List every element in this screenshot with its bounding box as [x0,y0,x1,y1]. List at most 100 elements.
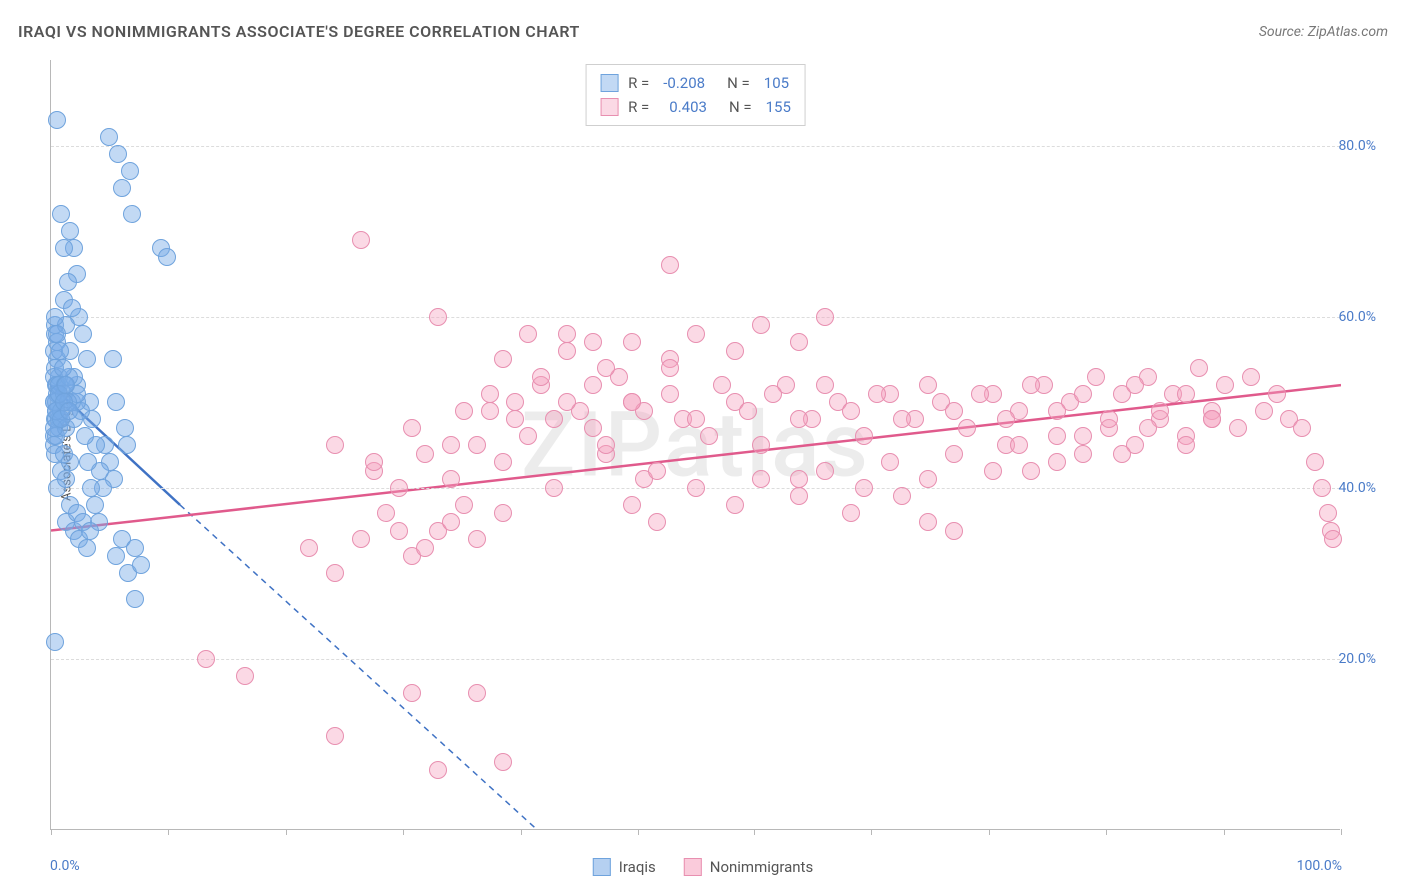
gridline [51,659,1340,660]
nonimmigrants-marker [984,462,1002,480]
nonimmigrants-marker [687,325,705,343]
nonimmigrants-marker [790,470,808,488]
nonimmigrants-marker [623,496,641,514]
nonimmigrants-marker [1048,402,1066,420]
nonimmigrants-marker [597,359,615,377]
nonimmigrants-marker [713,376,731,394]
iraqis-marker [132,556,150,574]
nonimmigrants-marker [390,479,408,497]
nonimmigrants-marker [648,513,666,531]
nonimmigrants-marker [1022,462,1040,480]
nonimmigrants-marker [752,470,770,488]
x-tick [1341,829,1342,835]
nonimmigrants-marker [403,684,421,702]
iraqis-marker [52,205,70,223]
nonimmigrants-marker [352,231,370,249]
x-tick [168,829,169,835]
nonimmigrants-marker [1087,368,1105,386]
iraqis-marker [59,273,77,291]
nonimmigrants-marker [558,342,576,360]
iraqis-marker [104,350,122,368]
nonimmigrants-marker [468,684,486,702]
iraqis-marker [57,470,75,488]
nonimmigrants-marker [893,410,911,428]
nonimmigrants-marker [790,333,808,351]
iraqis-marker [46,308,64,326]
iraqis-marker [123,205,141,223]
iraqis-marker [86,496,104,514]
nonimmigrants-marker [661,256,679,274]
nonimmigrants-marker [919,513,937,531]
nonimmigrants-marker [1100,410,1118,428]
nonimmigrants-marker [442,470,460,488]
iraqis-marker [78,350,96,368]
nonimmigrants-marker [506,410,524,428]
iraqis-marker [78,539,96,557]
nonimmigrants-marker [1190,359,1208,377]
iraqis-marker [100,128,118,146]
nonimmigrants-marker [661,359,679,377]
nonimmigrants-marker [661,385,679,403]
nonimmigrants-marker [584,419,602,437]
nonimmigrants-marker [700,427,718,445]
nonimmigrants-marker [893,487,911,505]
nonimmigrants-marker [881,453,899,471]
nonimmigrants-marker [403,419,421,437]
legend-n-nonimmigrants: 155 [766,95,791,119]
nonimmigrants-marker [855,479,873,497]
nonimmigrants-marker [1074,385,1092,403]
nonimmigrants-marker [752,436,770,454]
nonimmigrants-marker [1126,376,1144,394]
nonimmigrants-marker [816,462,834,480]
nonimmigrants-marker [326,727,344,745]
nonimmigrants-marker [764,385,782,403]
plot-area: ZIPatlas R = -0.208 N = 105 R = 0.403 N … [50,60,1340,830]
iraqis-marker [158,248,176,266]
iraqis-marker [118,436,136,454]
nonimmigrants-marker [945,402,963,420]
iraqis-marker [126,539,144,557]
nonimmigrants-marker [726,342,744,360]
nonimmigrants-marker [816,308,834,326]
nonimmigrants-marker [1177,436,1195,454]
legend-swatch-icon [684,858,702,876]
nonimmigrants-marker [1151,402,1169,420]
nonimmigrants-marker [1268,385,1286,403]
nonimmigrants-marker [481,385,499,403]
nonimmigrants-marker [390,522,408,540]
nonimmigrants-marker [558,325,576,343]
x-tick [521,829,522,835]
legend-n-iraqis: 105 [764,71,789,95]
x-tick [51,829,52,835]
nonimmigrants-marker [687,479,705,497]
nonimmigrants-marker [1074,445,1092,463]
nonimmigrants-marker [558,393,576,411]
nonimmigrants-marker [416,445,434,463]
nonimmigrants-marker [623,393,641,411]
nonimmigrants-marker [945,445,963,463]
bottom-legend-label-iraqis: Iraqis [619,858,656,876]
bottom-legend: Iraqis Nonimmigrants [593,858,813,876]
nonimmigrants-marker [739,402,757,420]
x-tick [871,829,872,835]
nonimmigrants-marker [919,470,937,488]
legend-n-label: N = [729,95,752,119]
nonimmigrants-marker [455,496,473,514]
nonimmigrants-marker [1255,402,1273,420]
legend-swatch-iraqis [600,74,618,92]
nonimmigrants-marker [494,753,512,771]
x-tick [403,829,404,835]
nonimmigrants-marker [1048,427,1066,445]
bottom-legend-item-nonimmigrants: Nonimmigrants [684,858,813,876]
y-tick-label: 20.0% [1338,651,1376,667]
source-label: Source: ZipAtlas.com [1259,24,1388,40]
x-tick [286,829,287,835]
nonimmigrants-marker [545,479,563,497]
gridline [51,317,1340,318]
nonimmigrants-marker [1113,445,1131,463]
legend-row-iraqis: R = -0.208 N = 105 [600,71,791,95]
nonimmigrants-marker [468,530,486,548]
y-tick-label: 60.0% [1338,309,1376,325]
nonimmigrants-marker [481,402,499,420]
nonimmigrants-marker [429,308,447,326]
